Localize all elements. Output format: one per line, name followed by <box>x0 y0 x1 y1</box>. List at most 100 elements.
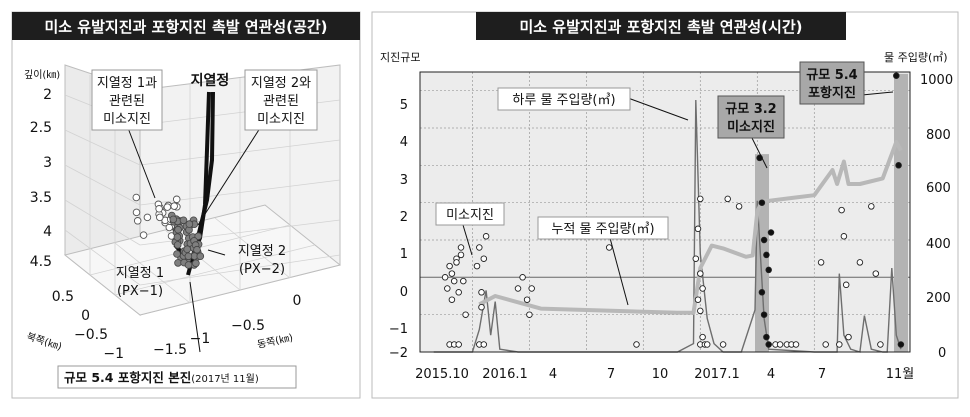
px1-quake-point <box>170 202 178 210</box>
micro-label: 미소지진 <box>446 208 494 223</box>
quake-point <box>480 341 488 348</box>
quake-point <box>877 341 884 348</box>
y2-tick-label: 400 <box>926 237 951 252</box>
quake-point <box>633 341 640 348</box>
quake-point <box>893 72 900 79</box>
px2-quake-point <box>192 259 200 268</box>
quake-point <box>895 162 902 169</box>
m54-line: 포항지진 <box>808 85 856 101</box>
x-tick-label: 4 <box>549 367 557 382</box>
north-tick-label: 0.5 <box>52 289 74 305</box>
y2-tick-label: 1000 <box>920 73 953 88</box>
quake-point <box>480 255 488 262</box>
quake-point <box>448 270 456 277</box>
micro-box <box>435 202 505 226</box>
north-tick-label: −0.5 <box>74 327 108 343</box>
quake-point <box>441 274 449 281</box>
px2-quake-point <box>183 245 192 254</box>
mainshock-box <box>57 365 297 389</box>
px2-quake-point <box>169 215 178 224</box>
depth-ticks: 2 2.5 3 3.5 4 4.5 <box>30 87 52 270</box>
quake-point <box>455 341 462 348</box>
cumulative-injection-series <box>478 140 903 315</box>
px1-quake-point <box>132 193 141 202</box>
micro-quake-annotation: 미소지진 <box>435 202 505 256</box>
x-tick-label: 7 <box>818 367 826 382</box>
px1-quake-point <box>165 223 174 232</box>
depth-tick-label: 2.5 <box>30 120 52 136</box>
px1-micro-box <box>91 69 163 131</box>
quake-point <box>694 296 702 303</box>
px1-micro-line: 미소지진 <box>103 112 151 127</box>
px2-quake-point <box>196 252 205 261</box>
x-tick-label: 2017.1 <box>694 367 740 382</box>
quake-point <box>719 341 727 348</box>
y-tick-label: 4 <box>400 135 408 150</box>
m54-leader <box>861 91 894 96</box>
m54-annotation: 규모 5.4 포항지진 <box>799 61 894 105</box>
quake-point <box>760 236 768 244</box>
depth-tick-label: 3.5 <box>30 190 52 206</box>
y2-tick-labels: 1000 800 600 400 200 0 <box>920 73 953 361</box>
px1-micro-line: 관련된 <box>109 94 145 109</box>
quake-point <box>460 277 467 285</box>
daily-injection-annotation: 하루 물 주입량(㎥) <box>497 87 689 121</box>
px2-line: (PX−2) <box>239 262 285 277</box>
mainshock-label: 규모 5.4 포항지진 본진(2017년 11월) <box>64 370 259 385</box>
px1-quake-point <box>139 231 148 239</box>
quake-point <box>462 311 469 318</box>
daily-leader <box>627 97 689 121</box>
px2-micro-line: 관련된 <box>263 94 299 109</box>
quake-point <box>767 229 775 236</box>
mainshock-main: 규모 5.4 포항지진 본진 <box>64 370 191 385</box>
px2-quake-point <box>174 225 182 234</box>
px2-quake-point <box>179 216 188 225</box>
quake-point <box>523 296 531 303</box>
m54-band <box>894 73 908 353</box>
y2-tick-label: 0 <box>938 346 946 361</box>
micro-quake-points <box>441 72 905 348</box>
y2-tick-label: 200 <box>926 291 951 306</box>
quake-point <box>482 233 490 240</box>
x-tick-label: 2015.10 <box>415 367 469 382</box>
y2-tick-label: 600 <box>926 181 951 196</box>
quake-point <box>845 333 852 341</box>
px2-quake-point <box>173 233 182 241</box>
quake-point <box>735 203 743 210</box>
quake-point <box>476 244 483 251</box>
temporal-panel: 미소 유발지진과 포항지진 촉발 연관성(시간) 지진규모 물 주입량(㎥) 5… <box>371 11 959 399</box>
quake-point <box>765 266 772 274</box>
y-tick-label: 1 <box>400 247 408 262</box>
px2-line: 지열정 2 <box>238 244 286 259</box>
quake-point <box>457 244 465 251</box>
m32-line: 규모 3.2 <box>725 102 776 117</box>
mainshock-annotation: 규모 5.4 포항지진 본진(2017년 11월) <box>57 365 297 389</box>
quake-point <box>822 341 829 348</box>
m32-line: 미소지진 <box>727 119 775 135</box>
east-ticks: −1.5 −1 −0.5 0 <box>153 293 301 358</box>
m32-leader <box>751 137 768 169</box>
quake-point <box>817 259 825 266</box>
quake-point <box>444 285 451 292</box>
px2-quake-point <box>193 245 201 254</box>
px1-quake-point <box>156 213 164 222</box>
cumulative-injection-annotation: 누적 물 주입량(㎥) <box>537 216 669 306</box>
px2-micro-line: 미소지진 <box>257 112 305 127</box>
wells-label: 지열정 <box>191 72 230 89</box>
m32-band <box>755 154 769 352</box>
y-tick-labels: 5 4 3 2 1 0 −1 −2 <box>389 98 408 361</box>
px2-annotation: 지열정 2 (PX−2) <box>238 244 286 277</box>
px2-quake-cluster <box>168 211 205 269</box>
quake-point <box>694 225 702 233</box>
quake-point <box>697 195 704 203</box>
quake-point <box>763 251 770 259</box>
x-tick-label: 11월 <box>886 367 915 382</box>
quake-point <box>448 296 456 303</box>
px1-quake-point <box>143 213 152 222</box>
quake-point <box>776 341 784 348</box>
quake-point <box>760 311 768 318</box>
quake-point <box>457 251 465 259</box>
m54-line: 규모 5.4 <box>806 68 857 83</box>
px2-quake-point <box>184 261 193 269</box>
